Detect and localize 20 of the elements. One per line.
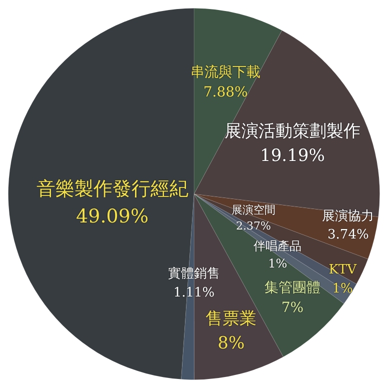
data-label: 7% [281,300,304,316]
slice-label: 集管團體 [264,280,320,296]
data-label: 49.09% [76,205,148,228]
data-label: 1% [268,256,288,270]
slice-label: 展演活動策劃製作 [224,121,360,142]
slice-label: 音樂製作發行經紀 [36,178,188,200]
data-label: 2.37% [236,219,271,232]
data-label: 19.19% [260,146,325,166]
slice-label: 伴唱產品 [254,239,302,254]
data-label: 8% [218,334,245,354]
data-label: 3.74% [328,228,369,243]
slice-label: 展演空間 [231,203,276,216]
data-label: 1% [332,282,353,297]
slice-label: 實體銷售 [168,266,220,282]
slice-label: 展演協力 [322,208,374,224]
slice-label: 串流與下載 [190,64,261,80]
data-label: 1.11% [173,285,215,300]
data-label: 7.88% [203,84,248,101]
slice-label: KTV [328,262,358,278]
slice-label: 售票業 [206,308,257,329]
